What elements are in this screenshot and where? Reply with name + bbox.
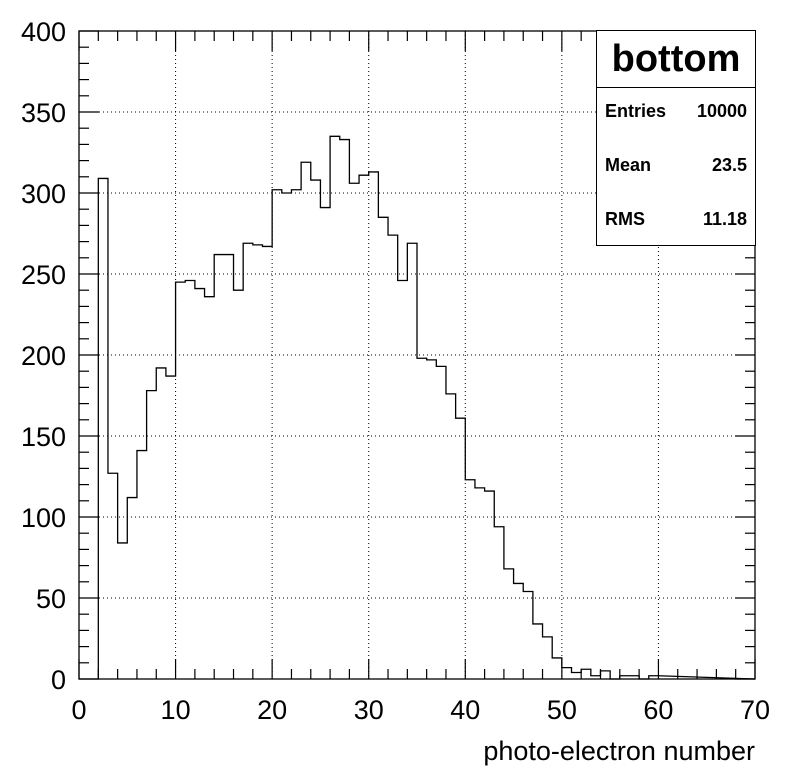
stats-rms-label: RMS bbox=[605, 209, 645, 230]
y-tick-label: 400 bbox=[21, 17, 66, 47]
x-tick-label: 70 bbox=[740, 695, 770, 725]
y-tick-label: 250 bbox=[21, 260, 66, 290]
stats-rms-value: 11.18 bbox=[703, 209, 747, 230]
x-tick-label: 60 bbox=[643, 695, 673, 725]
x-tick-label: 40 bbox=[450, 695, 480, 725]
stats-entries-value: 10000 bbox=[697, 101, 747, 122]
stats-box: bottom Entries 10000 Mean 23.5 RMS 11.18 bbox=[596, 30, 756, 246]
y-tick-label: 350 bbox=[21, 98, 66, 128]
x-tick-label: 10 bbox=[161, 695, 191, 725]
x-tick-label: 20 bbox=[257, 695, 287, 725]
y-tick-label: 0 bbox=[51, 665, 66, 695]
stats-mean-value: 23.5 bbox=[712, 155, 747, 176]
x-tick-label: 50 bbox=[547, 695, 577, 725]
y-tick-label: 150 bbox=[21, 422, 66, 452]
stats-title: bottom bbox=[597, 31, 755, 88]
y-tick-label: 200 bbox=[21, 341, 66, 371]
x-tick-label: 30 bbox=[354, 695, 384, 725]
y-tick-label: 100 bbox=[21, 503, 66, 533]
y-tick-label: 300 bbox=[21, 179, 66, 209]
x-axis-title: photo-electron number bbox=[483, 736, 755, 766]
stats-mean-label: Mean bbox=[605, 155, 651, 176]
y-tick-label: 50 bbox=[36, 584, 66, 614]
stats-entries-label: Entries bbox=[605, 101, 666, 122]
x-tick-label: 0 bbox=[71, 695, 86, 725]
